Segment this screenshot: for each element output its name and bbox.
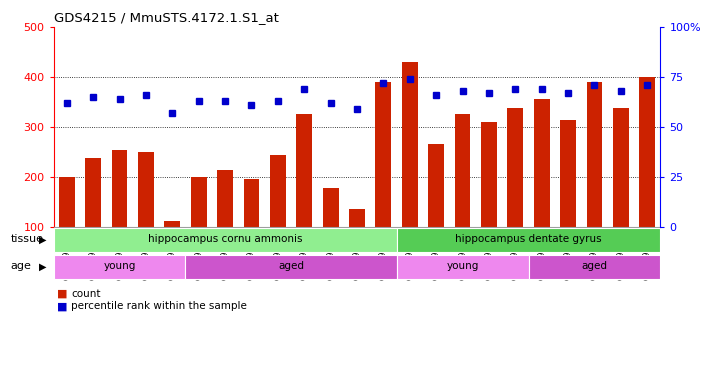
Text: ▶: ▶: [39, 235, 46, 245]
Text: hippocampus cornu ammonis: hippocampus cornu ammonis: [148, 235, 302, 245]
Bar: [560, 120, 576, 276]
Bar: [528, 255, 660, 279]
Text: percentile rank within the sample: percentile rank within the sample: [71, 301, 247, 311]
Bar: [186, 255, 396, 279]
Bar: [217, 170, 233, 276]
Text: aged: aged: [278, 262, 304, 271]
Bar: [243, 179, 259, 276]
Bar: [428, 144, 444, 276]
Bar: [349, 209, 365, 276]
Bar: [396, 255, 528, 279]
Bar: [613, 108, 629, 276]
Text: ■: ■: [57, 301, 68, 311]
Bar: [138, 152, 154, 276]
Text: hippocampus dentate gyrus: hippocampus dentate gyrus: [456, 235, 602, 245]
Bar: [396, 228, 660, 252]
Bar: [270, 155, 286, 276]
Bar: [455, 114, 471, 276]
Text: age: age: [11, 262, 31, 271]
Text: ■: ■: [57, 289, 68, 299]
Bar: [54, 255, 186, 279]
Bar: [111, 150, 127, 276]
Bar: [376, 82, 391, 276]
Text: tissue: tissue: [11, 235, 44, 245]
Bar: [191, 177, 206, 276]
Bar: [296, 114, 312, 276]
Text: young: young: [446, 262, 478, 271]
Bar: [323, 188, 338, 276]
Text: ▶: ▶: [39, 262, 46, 271]
Text: aged: aged: [581, 262, 608, 271]
Bar: [164, 220, 180, 276]
Bar: [54, 228, 396, 252]
Bar: [587, 82, 603, 276]
Bar: [59, 177, 75, 276]
Bar: [508, 108, 523, 276]
Bar: [534, 99, 550, 276]
Bar: [481, 122, 497, 276]
Bar: [402, 62, 418, 276]
Text: GDS4215 / MmuSTS.4172.1.S1_at: GDS4215 / MmuSTS.4172.1.S1_at: [54, 11, 278, 24]
Text: count: count: [71, 289, 101, 299]
Text: young: young: [104, 262, 136, 271]
Bar: [85, 158, 101, 276]
Bar: [639, 77, 655, 276]
